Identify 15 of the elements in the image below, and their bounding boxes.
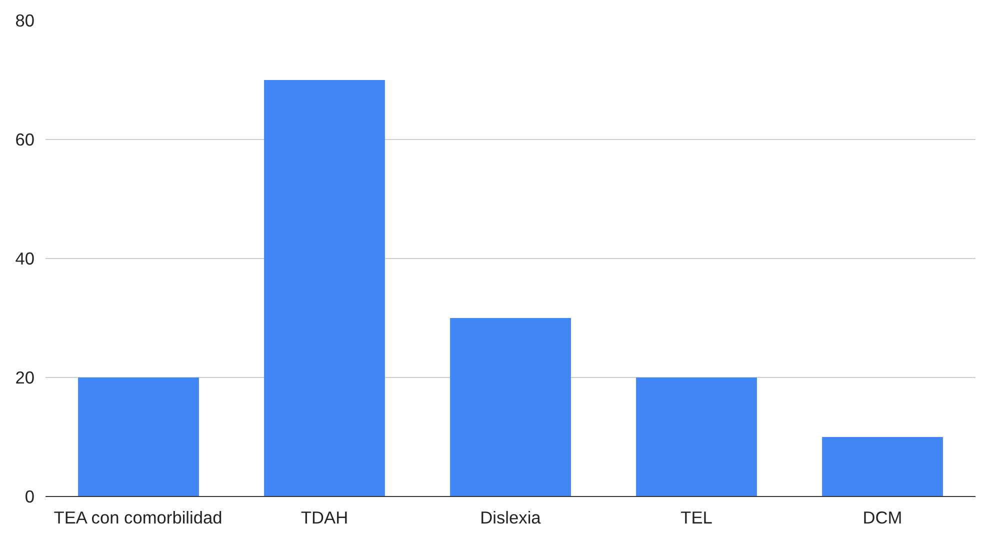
x-tick-label: Dislexia — [480, 508, 542, 528]
y-tick-label: 60 — [15, 130, 35, 150]
y-tick-label: 40 — [15, 248, 35, 268]
bar — [636, 378, 757, 496]
bar — [822, 437, 943, 496]
bar — [450, 318, 571, 496]
y-tick-label: 20 — [15, 368, 35, 388]
y-tick-label: 0 — [24, 486, 35, 506]
bar — [264, 80, 385, 496]
bar — [78, 378, 199, 496]
x-tick-label: TDAH — [300, 508, 348, 528]
x-tick-label: DCM — [862, 508, 902, 528]
x-tick-label: TEA con comorbilidad — [54, 508, 222, 528]
y-tick-label: 80 — [15, 10, 35, 30]
x-tick-label: TEL — [680, 508, 713, 528]
